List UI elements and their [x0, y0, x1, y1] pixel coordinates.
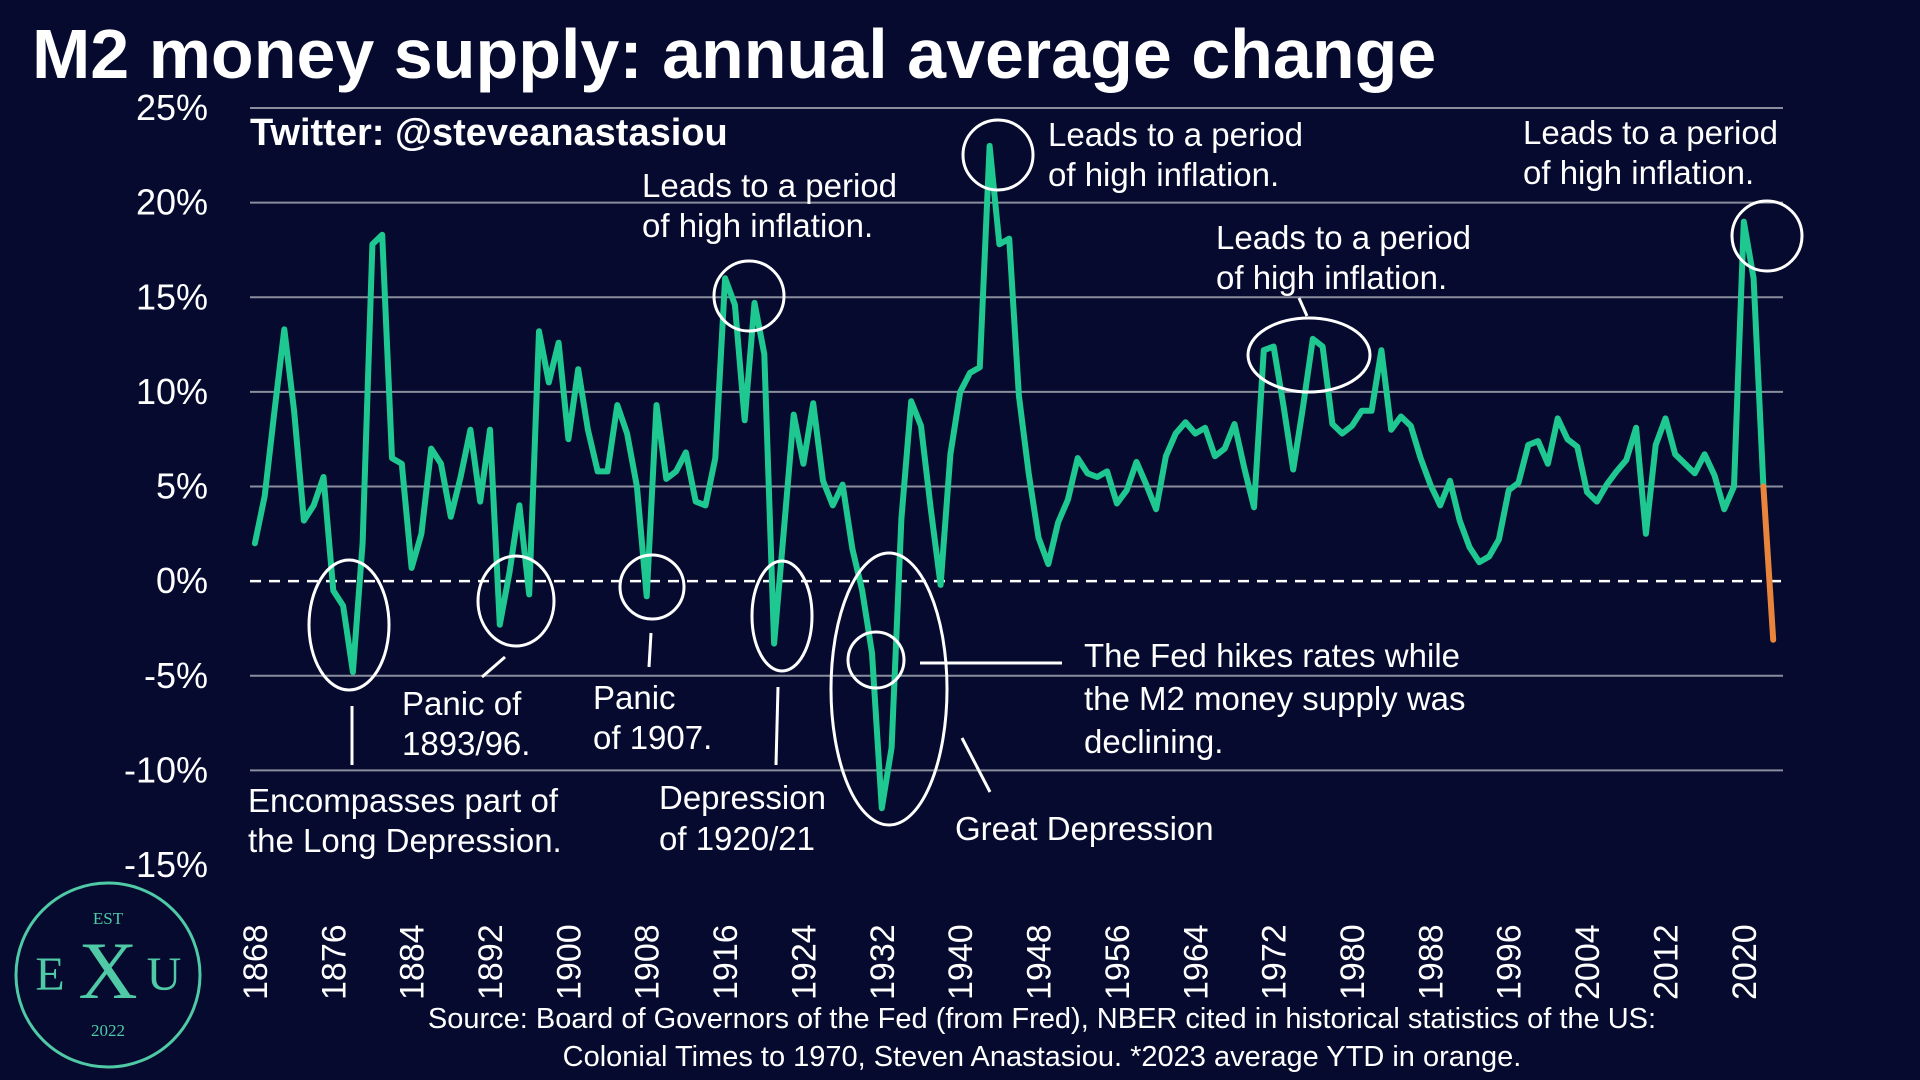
source-line-2: Colonial Times to 1970, Steven Anastasio… — [563, 1041, 1522, 1073]
x-tick-label: 1900 — [550, 924, 588, 1000]
y-tick-label: 0% — [156, 560, 208, 601]
label-inflation-1943: Leads to a period of high inflation. — [1048, 116, 1312, 193]
series-line-m2 — [251, 142, 1767, 812]
label-long-depression: Encompasses part of the Long Depression. — [248, 782, 567, 859]
y-axis-ticks: 25% 20% 15% 10% 5% 0% -5% -10% -15% — [124, 87, 208, 885]
y-tick-label: 20% — [136, 182, 208, 223]
circle-long-depression — [307, 558, 391, 692]
y-tick-label: 25% — [136, 87, 208, 128]
circle-fed-hikes — [846, 630, 906, 690]
label-inflation-2021: Leads to a period of high inflation. — [1523, 114, 1787, 191]
logo-est: EST — [93, 909, 124, 928]
x-tick-label: 1980 — [1334, 924, 1372, 1000]
y-tick-label: -15% — [124, 844, 208, 885]
x-tick-label: 1932 — [864, 924, 902, 1000]
circle-panic-1907 — [618, 553, 686, 621]
logo-year: 2022 — [91, 1021, 125, 1040]
x-tick-label: 2004 — [1569, 924, 1607, 1000]
x-tick-label: 2020 — [1726, 924, 1764, 1000]
circle-great-depression — [829, 551, 949, 827]
y-tick-label: 15% — [136, 276, 208, 317]
leader-depression-1920 — [774, 686, 780, 766]
label-inflation-1917: Leads to a period of high inflation. — [642, 167, 906, 244]
label-panic-1893: Panic of 1893/96. — [402, 685, 530, 762]
label-fed-hikes: The Fed hikes rates while the M2 money s… — [1084, 637, 1475, 760]
circle-inflation-2021 — [1730, 199, 1804, 273]
chart-title: M2 money supply: annual average change — [32, 15, 1436, 93]
grid-lines — [250, 107, 1783, 772]
x-tick-label: 1892 — [472, 924, 510, 1000]
x-tick-label: 1972 — [1256, 924, 1294, 1000]
x-tick-label: 1916 — [707, 924, 745, 1000]
series-lines — [251, 142, 1777, 812]
x-tick-label: 1876 — [315, 924, 353, 1000]
x-tick-label: 1924 — [785, 924, 823, 1000]
logo-letter-u: U — [147, 948, 182, 1001]
x-tick-label: 1884 — [394, 924, 432, 1000]
y-tick-label: 10% — [136, 371, 208, 412]
y-tick-label: 5% — [156, 466, 208, 507]
label-inflation-1970s: Leads to a period of high inflation. — [1216, 219, 1480, 296]
x-tick-label: 1868 — [237, 924, 275, 1000]
y-tick-label: -10% — [124, 749, 208, 790]
x-tick-label: 1948 — [1021, 924, 1059, 1000]
x-tick-label: 1956 — [1099, 924, 1137, 1000]
exu-logo: EST E X U 2022 — [14, 881, 202, 1069]
x-tick-label: 1988 — [1412, 924, 1450, 1000]
leader-panic-1907 — [647, 632, 653, 668]
x-tick-label: 2012 — [1647, 924, 1685, 1000]
leader-inflation-1970s — [1297, 297, 1309, 317]
leader-panic-1893 — [481, 655, 506, 679]
circle-inflation-1970s — [1246, 316, 1372, 394]
circle-depression-1920 — [750, 559, 814, 673]
label-great-depression: Great Depression — [955, 810, 1214, 847]
source-line-1: Source: Board of Governors of the Fed (f… — [428, 1003, 1656, 1035]
x-tick-label: 1964 — [1177, 924, 1215, 1000]
circle-inflation-1943 — [961, 118, 1035, 192]
leader-great-depression — [960, 737, 992, 793]
label-depression-1920: Depression of 1920/21 — [659, 779, 835, 857]
circle-inflation-1917 — [712, 259, 786, 333]
label-panic-1907: Panic of 1907. — [593, 679, 712, 756]
annotations: Encompasses part of the Long Depression.… — [248, 114, 1804, 859]
x-tick-label: 1908 — [629, 924, 667, 1000]
logo-letter-x: X — [78, 925, 137, 1016]
y-tick-label: -5% — [144, 655, 208, 696]
x-axis-ticks: 1868 1876 1884 1892 1900 1908 1916 1924 1932 1940… — [237, 924, 1764, 1000]
twitter-handle: Twitter: @steveanastasiou — [250, 112, 728, 154]
x-tick-label: 1940 — [942, 924, 980, 1000]
logo-ring — [14, 881, 202, 1069]
x-tick-label: 1996 — [1491, 924, 1529, 1000]
series-line-2023-ytd — [1760, 483, 1777, 643]
circle-panic-1893 — [476, 554, 556, 648]
logo-letter-e: E — [35, 948, 64, 1001]
